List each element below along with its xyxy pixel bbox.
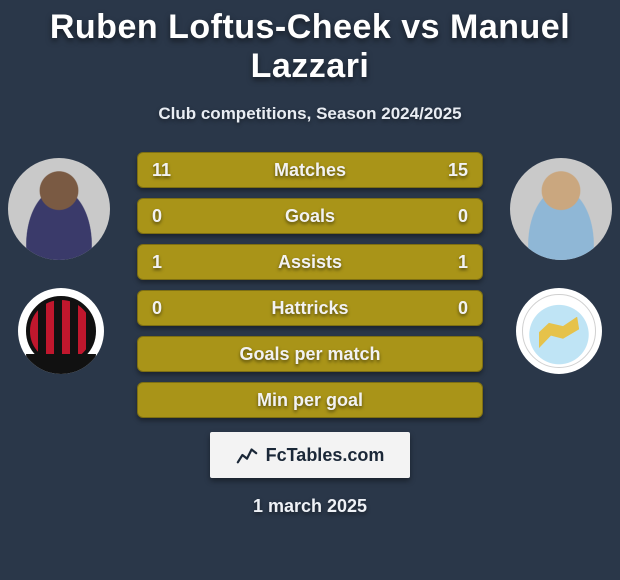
stat-right-value: 0	[448, 298, 468, 319]
stat-label: Min per goal	[138, 390, 482, 411]
person-icon	[8, 158, 110, 260]
stat-row-goals-per-match: Goals per match	[137, 336, 483, 372]
stat-label: Goals per match	[138, 344, 482, 365]
stat-label: Matches	[138, 160, 482, 181]
stat-label: Hattricks	[138, 298, 482, 319]
club-left-crest	[18, 288, 104, 374]
stat-left-value: 1	[152, 252, 172, 273]
stat-row-min-per-goal: Min per goal	[137, 382, 483, 418]
player-right-avatar	[510, 158, 612, 260]
club-crest-icon	[522, 294, 596, 368]
branding-text: FcTables.com	[266, 445, 385, 466]
club-right-crest	[516, 288, 602, 374]
stat-row-assists: 1 Assists 1	[137, 244, 483, 280]
player-left-avatar	[8, 158, 110, 260]
stats-list: 11 Matches 15 0 Goals 0 1 Assists 1 0 Ha…	[137, 152, 483, 418]
subtitle: Club competitions, Season 2024/2025	[0, 104, 620, 124]
branding-badge: FcTables.com	[210, 432, 410, 478]
club-crest-icon	[26, 296, 96, 366]
stat-left-value: 0	[152, 206, 172, 227]
stat-row-goals: 0 Goals 0	[137, 198, 483, 234]
stat-row-matches: 11 Matches 15	[137, 152, 483, 188]
stat-right-value: 15	[448, 160, 468, 181]
page-title: Ruben Loftus-Cheek vs Manuel Lazzari	[0, 0, 620, 86]
date-label: 1 march 2025	[0, 496, 620, 517]
stat-left-value: 11	[152, 160, 172, 181]
comparison-panel: 11 Matches 15 0 Goals 0 1 Assists 1 0 Ha…	[0, 152, 620, 517]
stat-right-value: 0	[448, 206, 468, 227]
stat-row-hattricks: 0 Hattricks 0	[137, 290, 483, 326]
stat-label: Goals	[138, 206, 482, 227]
stat-left-value: 0	[152, 298, 172, 319]
person-icon	[510, 158, 612, 260]
stat-right-value: 1	[448, 252, 468, 273]
chart-icon	[236, 444, 258, 466]
stat-label: Assists	[138, 252, 482, 273]
